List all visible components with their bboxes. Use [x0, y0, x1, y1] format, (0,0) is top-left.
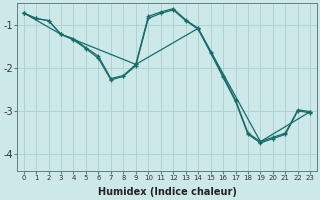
X-axis label: Humidex (Indice chaleur): Humidex (Indice chaleur)	[98, 187, 236, 197]
